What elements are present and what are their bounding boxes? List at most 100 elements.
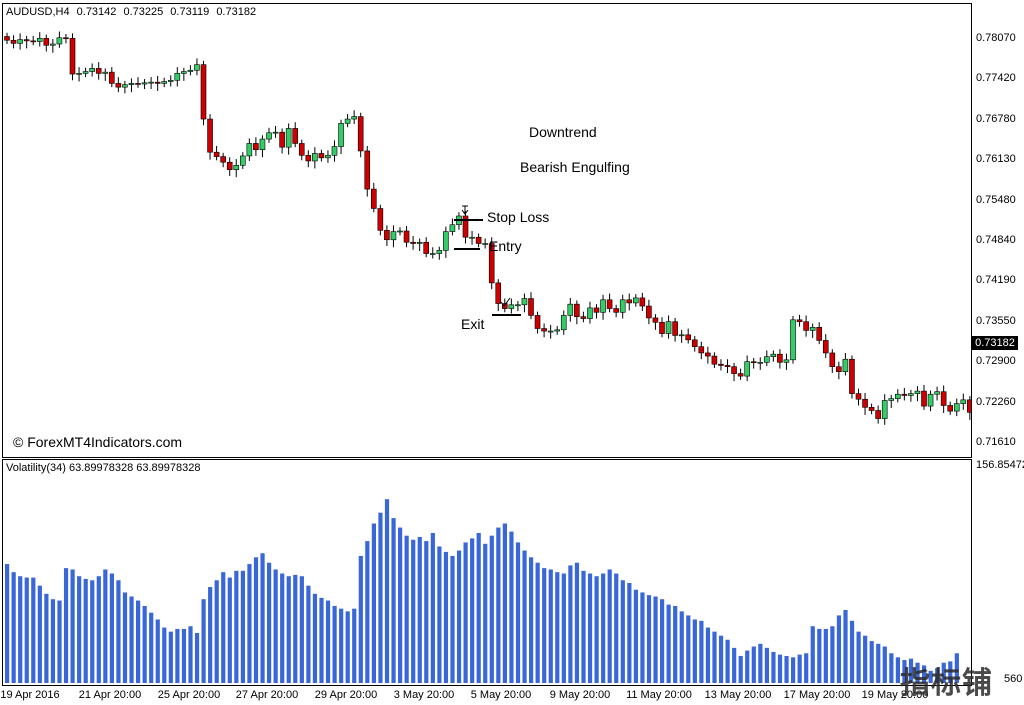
volatility-indicator-pane[interactable]: Volatility(34) 63.89978328 63.89978328 bbox=[2, 459, 972, 686]
candle bbox=[914, 386, 921, 402]
candle bbox=[534, 311, 541, 334]
volatility-bar bbox=[915, 662, 920, 683]
candle bbox=[606, 293, 613, 313]
volatility-histogram bbox=[5, 499, 959, 683]
open-value: 0.73142 bbox=[76, 6, 117, 18]
volatility-bar bbox=[378, 512, 383, 683]
volatility-bar bbox=[908, 658, 914, 683]
candle bbox=[541, 323, 547, 338]
volatility-bar bbox=[849, 620, 855, 683]
candle bbox=[685, 328, 692, 344]
candle bbox=[292, 122, 299, 148]
volatility-bar bbox=[725, 639, 730, 683]
candle bbox=[705, 346, 711, 364]
candle bbox=[410, 235, 416, 250]
candle bbox=[462, 210, 469, 244]
candle bbox=[187, 65, 194, 76]
candle bbox=[246, 138, 253, 161]
volatility-bar bbox=[856, 631, 861, 683]
candle bbox=[429, 247, 436, 259]
candle bbox=[17, 33, 23, 50]
candle bbox=[76, 67, 82, 82]
volatility-bar bbox=[50, 599, 56, 683]
time-tick-label: 13 May 20:00 bbox=[704, 689, 772, 701]
volatility-bar bbox=[286, 576, 291, 683]
candle bbox=[921, 384, 927, 410]
candle bbox=[495, 279, 502, 312]
candle bbox=[390, 225, 397, 248]
volatility-bar bbox=[745, 650, 750, 683]
candle bbox=[855, 388, 862, 406]
volatility-bar bbox=[77, 576, 82, 683]
close-value: 0.73182 bbox=[216, 6, 257, 18]
candle bbox=[233, 159, 240, 178]
volatility-bar bbox=[103, 569, 108, 683]
candle bbox=[122, 80, 128, 94]
candle bbox=[750, 357, 757, 369]
candle bbox=[777, 349, 783, 369]
volatility-bar bbox=[450, 555, 455, 683]
candle bbox=[220, 152, 226, 168]
candle bbox=[364, 145, 371, 197]
volatility-bar bbox=[181, 628, 187, 683]
candle bbox=[554, 326, 561, 335]
candle bbox=[783, 353, 790, 370]
price-tick-label: 0.72260 bbox=[976, 395, 1016, 408]
candle bbox=[626, 293, 633, 311]
price-chart-pane[interactable]: AUDUSD,H4 0.73142 0.73225 0.73119 0.7318… bbox=[2, 3, 972, 458]
candle bbox=[240, 152, 246, 170]
candle bbox=[862, 392, 868, 415]
volatility-bar bbox=[561, 573, 566, 683]
price-tick-label: 0.71610 bbox=[976, 436, 1016, 448]
volatility-bar bbox=[817, 628, 822, 683]
candle bbox=[757, 357, 764, 370]
candle bbox=[128, 78, 135, 93]
price-tick-label: 0.77420 bbox=[976, 72, 1016, 85]
candle bbox=[148, 77, 154, 90]
volatility-bar bbox=[764, 647, 769, 683]
candle bbox=[836, 361, 842, 380]
candle bbox=[436, 246, 443, 260]
candle bbox=[547, 324, 554, 339]
candle bbox=[678, 329, 685, 343]
candle bbox=[266, 127, 272, 143]
volatility-bar bbox=[352, 608, 357, 683]
candle bbox=[207, 114, 213, 160]
candle bbox=[718, 359, 724, 371]
candle bbox=[56, 31, 63, 48]
candle bbox=[711, 352, 718, 368]
candle bbox=[868, 403, 875, 415]
volatility-bar bbox=[673, 605, 678, 683]
volatility-bar bbox=[345, 611, 350, 683]
volatility-bar bbox=[751, 646, 756, 683]
trend-label: Downtrend bbox=[529, 124, 597, 140]
candle bbox=[744, 355, 750, 382]
candle bbox=[809, 323, 816, 338]
volatility-bar bbox=[646, 595, 652, 683]
volatility-bar bbox=[247, 564, 252, 683]
volatility-bar bbox=[168, 631, 173, 683]
volatility-bar bbox=[823, 628, 828, 683]
volatility-bar bbox=[208, 587, 213, 683]
volatility-bar bbox=[443, 551, 449, 683]
price-tick-label: 0.76130 bbox=[976, 153, 1016, 166]
volatility-bar bbox=[299, 576, 304, 683]
volatility-bar bbox=[221, 572, 226, 683]
volatility-bar bbox=[830, 626, 835, 683]
candle bbox=[95, 62, 102, 80]
candle bbox=[934, 386, 940, 401]
volatility-bar bbox=[948, 661, 953, 683]
candle bbox=[515, 301, 521, 312]
volatility-bar bbox=[109, 573, 114, 683]
candle bbox=[691, 336, 698, 352]
indicator-label: Volatility(34) 63.89978328 63.89978328 bbox=[6, 462, 201, 474]
volatility-bar bbox=[476, 532, 481, 683]
volatility-bar bbox=[411, 539, 416, 683]
candle bbox=[351, 110, 357, 125]
time-tick-label: 27 Apr 20:00 bbox=[235, 689, 299, 701]
candle bbox=[796, 314, 803, 327]
volatility-bar bbox=[456, 550, 462, 683]
price-tick-label: 0.76780 bbox=[976, 112, 1016, 125]
candle bbox=[89, 63, 95, 77]
volatility-bar bbox=[293, 574, 298, 683]
